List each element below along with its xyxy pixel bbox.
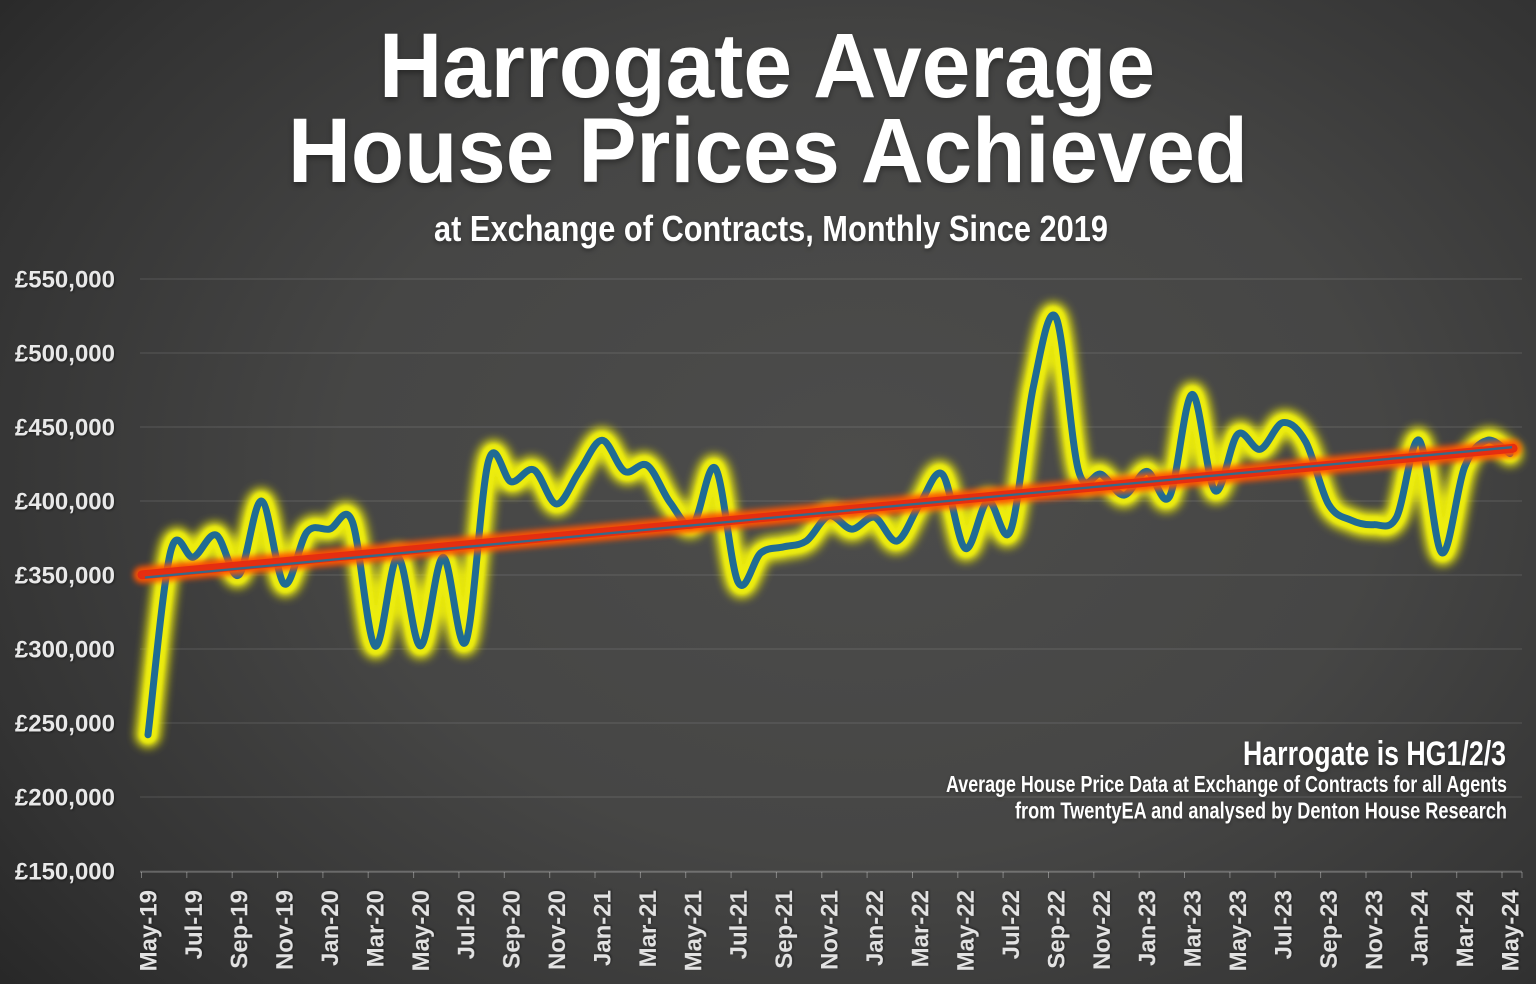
svg-text:Jan-20: Jan-20 <box>317 890 344 966</box>
svg-text:Sep-19: Sep-19 <box>226 890 253 969</box>
svg-text:Sep-21: Sep-21 <box>771 890 798 969</box>
svg-text:May-21: May-21 <box>680 890 707 971</box>
svg-text:Average House Price Data at Ex: Average House Price Data at Exchange of … <box>946 771 1507 797</box>
svg-text:Jul-21: Jul-21 <box>726 890 753 959</box>
svg-text:£200,000: £200,000 <box>15 785 115 812</box>
svg-text:£150,000: £150,000 <box>15 859 115 886</box>
svg-text:Jul-19: Jul-19 <box>181 890 208 959</box>
svg-text:Sep-20: Sep-20 <box>499 890 526 969</box>
svg-text:Nov-23: Nov-23 <box>1361 890 1388 970</box>
svg-text:£550,000: £550,000 <box>15 267 115 294</box>
svg-text:Jul-23: Jul-23 <box>1271 890 1298 959</box>
svg-text:May-19: May-19 <box>136 890 163 971</box>
svg-text:Mar-24: Mar-24 <box>1452 889 1479 967</box>
svg-text:Jan-22: Jan-22 <box>862 890 889 966</box>
svg-text:Sep-22: Sep-22 <box>1044 890 1071 969</box>
svg-text:£350,000: £350,000 <box>15 563 115 590</box>
svg-text:at Exchange of Contracts, Mont: at Exchange of Contracts, Monthly Since … <box>434 208 1108 249</box>
svg-text:May-23: May-23 <box>1225 890 1252 971</box>
svg-text:Nov-20: Nov-20 <box>544 890 571 970</box>
svg-text:Jul-20: Jul-20 <box>453 890 480 959</box>
svg-text:Sep-23: Sep-23 <box>1316 890 1343 969</box>
svg-text:Jul-22: Jul-22 <box>998 890 1025 959</box>
svg-text:May-24: May-24 <box>1498 889 1525 971</box>
svg-text:House Prices Achieved: House Prices Achieved <box>288 100 1248 202</box>
svg-text:£250,000: £250,000 <box>15 711 115 738</box>
svg-text:Mar-23: Mar-23 <box>1180 890 1207 967</box>
svg-text:£400,000: £400,000 <box>15 489 115 516</box>
svg-text:Jan-21: Jan-21 <box>590 890 617 966</box>
svg-text:from TwentyEA and analysed by: from TwentyEA and analysed by Denton Hou… <box>1015 798 1507 824</box>
svg-text:Nov-21: Nov-21 <box>817 890 844 970</box>
svg-text:Nov-19: Nov-19 <box>272 890 299 970</box>
svg-text:Mar-22: Mar-22 <box>907 890 934 967</box>
svg-text:£450,000: £450,000 <box>15 415 115 442</box>
svg-text:£500,000: £500,000 <box>15 341 115 368</box>
svg-text:Mar-20: Mar-20 <box>363 890 390 967</box>
svg-text:Jan-24: Jan-24 <box>1407 889 1434 966</box>
svg-text:Harrogate is HG1/2/3: Harrogate is HG1/2/3 <box>1243 735 1506 773</box>
svg-text:Nov-22: Nov-22 <box>1089 890 1116 970</box>
svg-text:Mar-21: Mar-21 <box>635 890 662 967</box>
svg-text:May-20: May-20 <box>408 890 435 971</box>
svg-text:May-22: May-22 <box>953 890 980 971</box>
svg-text:Jan-23: Jan-23 <box>1134 890 1161 966</box>
svg-text:Harrogate Average: Harrogate Average <box>379 15 1155 117</box>
svg-text:£300,000: £300,000 <box>15 637 115 664</box>
